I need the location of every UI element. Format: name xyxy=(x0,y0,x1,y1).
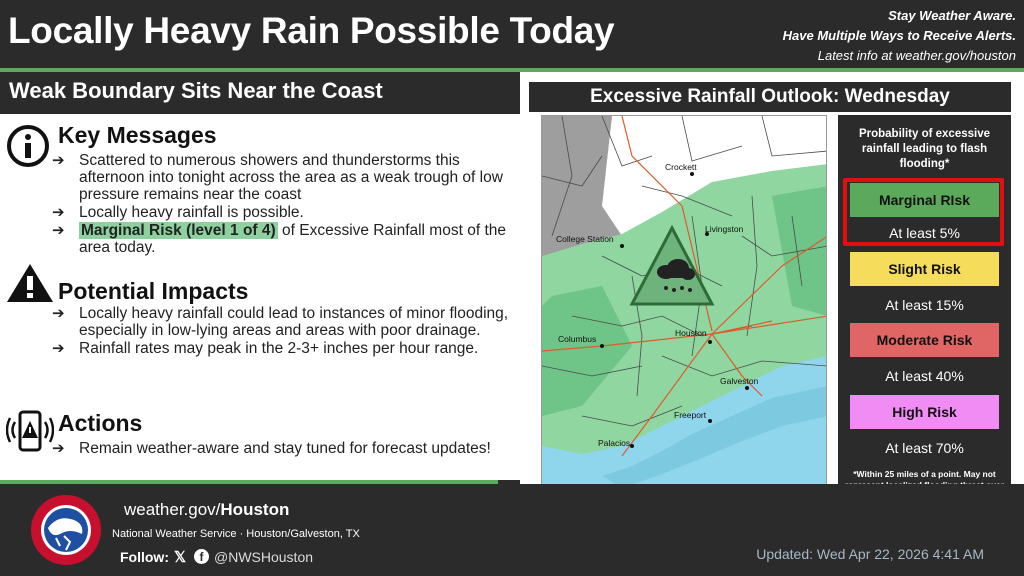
page-title: Locally Heavy Rain Possible Today xyxy=(8,10,615,51)
legend-slight-pct: At least 15% xyxy=(885,297,964,313)
x-icon[interactable]: 𝕏 xyxy=(174,549,187,566)
city-galveston: Galveston xyxy=(720,376,759,386)
facebook-icon[interactable]: f xyxy=(194,549,209,564)
list-item: ➔ Remain weather-aware and stay tuned for… xyxy=(52,440,491,457)
social-handle[interactable]: @NWSHouston xyxy=(214,549,314,565)
city-college-station: College Station xyxy=(556,234,614,244)
map-title: Excessive Rainfall Outlook: Wednesday xyxy=(529,82,1011,112)
info-icon xyxy=(7,125,49,167)
legend-slight-risk: Slight Risk xyxy=(850,252,999,286)
current-risk-outline xyxy=(843,178,1004,246)
weather-aware-note: Stay Weather Aware. Have Multiple Ways t… xyxy=(783,6,1016,66)
legend-title: Probability of excessive rainfall leadin… xyxy=(858,128,991,170)
actions-list: ➔ Remain weather-aware and stay tuned for… xyxy=(52,440,512,458)
rainfall-outlook-map: Crockett Livingston College Station Colu… xyxy=(541,115,827,511)
footer xyxy=(0,484,1024,576)
actions-heading: Actions xyxy=(58,410,143,436)
list-item: ➔ Marginal Risk (level 1 of 4) of Excessi… xyxy=(52,222,506,256)
accent-line xyxy=(498,68,1024,72)
header: Locally Heavy Rain Possible Today Stay W… xyxy=(0,0,1024,66)
follow-label: Follow: xyxy=(120,549,169,565)
map-graphic xyxy=(542,116,826,510)
legend-moderate-risk: Moderate Risk xyxy=(850,323,999,357)
city-columbus: Columbus xyxy=(558,334,597,344)
legend-moderate-pct: At least 40% xyxy=(885,368,964,384)
city-freeport: Freeport xyxy=(674,410,707,420)
messages-panel: Key Messages ➔ Scattered to numerous show… xyxy=(0,114,520,480)
city-houston: Houston xyxy=(675,328,707,338)
website-link[interactable]: weather.gov/Houston xyxy=(124,500,290,519)
legend-marginal-risk: Marginal RIsk xyxy=(850,183,999,217)
key-messages-heading: Key Messages xyxy=(58,122,217,148)
legend-high-pct: At least 70% xyxy=(885,440,964,456)
list-item: ➔ Locally heavy rainfall could lead to in… xyxy=(52,305,509,339)
office-name: National Weather Service · Houston/Galve… xyxy=(112,528,360,540)
subtitle-banner: Weak Boundary Sits Near the Coast xyxy=(0,68,498,110)
updated-timestamp: Updated: Wed Apr 22, 2026 4:41 AM xyxy=(756,546,984,562)
list-item: ➔ Rainfall rates may peak in the 2-3+ inc… xyxy=(52,340,479,357)
city-palacios: Palacios xyxy=(598,438,631,448)
city-livingston: Livingston xyxy=(705,224,744,234)
risk-legend: Probability of excessive rainfall leadin… xyxy=(838,115,1011,511)
list-item: ➔ Scattered to numerous showers and thund… xyxy=(52,152,503,203)
city-crockett: Crockett xyxy=(665,162,697,172)
subtitle: Weak Boundary Sits Near the Coast xyxy=(9,78,383,103)
legend-marginal-pct: At least 5% xyxy=(889,225,960,241)
marginal-risk-highlight: Marginal Risk (level 1 of 4) xyxy=(79,222,278,239)
aware-line-2: Have Multiple Ways to Receive Alerts. xyxy=(782,28,1016,43)
key-messages-list: ➔ Scattered to numerous showers and thund… xyxy=(52,152,512,257)
list-item: ➔ Locally heavy rainfall is possible. xyxy=(52,204,304,221)
accent-line xyxy=(0,480,498,484)
warning-icon xyxy=(7,264,53,302)
aware-line-1: Stay Weather Aware. xyxy=(888,8,1016,23)
potential-impacts-heading: Potential Impacts xyxy=(58,278,249,304)
aware-line-3: Latest info at weather.gov/houston xyxy=(817,48,1016,63)
phone-alert-icon xyxy=(6,410,54,452)
potential-impacts-list: ➔ Locally heavy rainfall could lead to in… xyxy=(52,305,512,358)
legend-high-risk: High Risk xyxy=(850,395,999,429)
nws-logo-icon xyxy=(31,495,101,565)
